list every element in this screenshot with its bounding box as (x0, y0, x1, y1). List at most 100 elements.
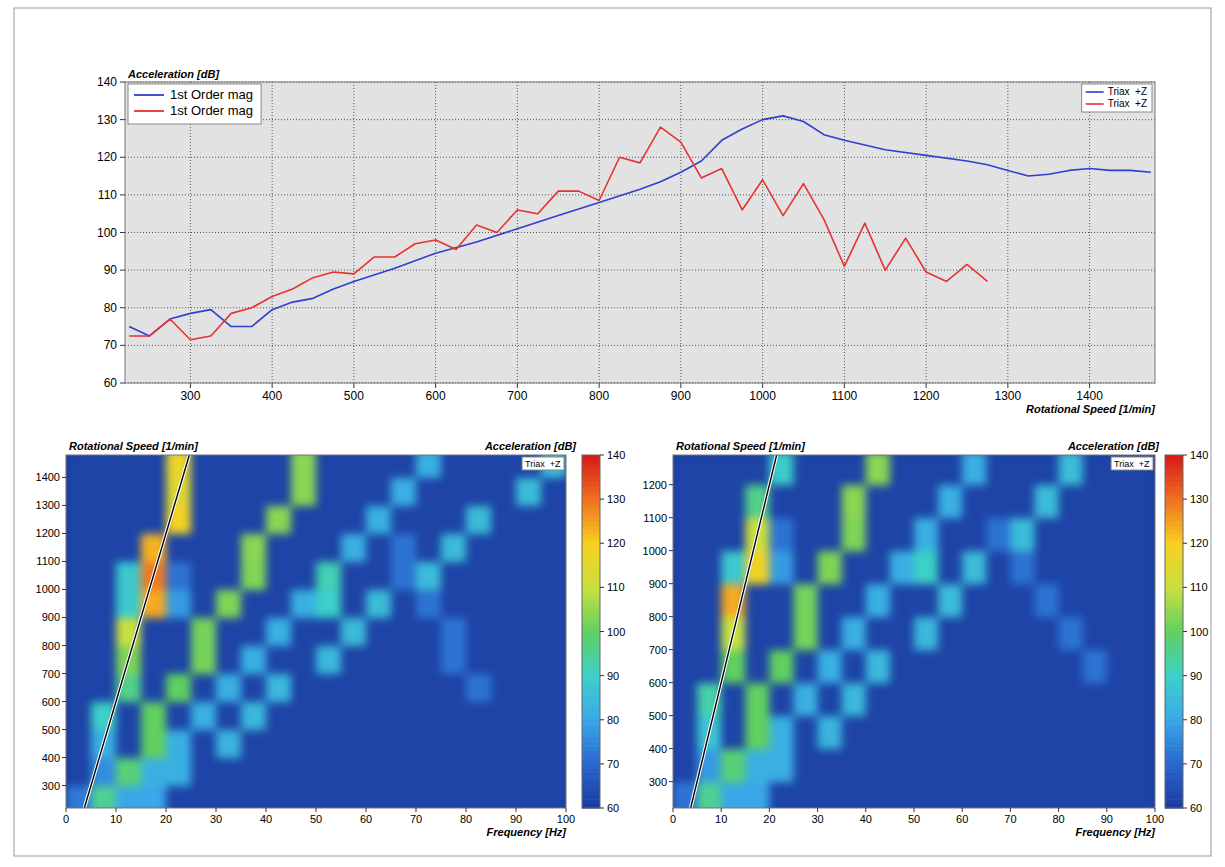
tick-mark (669, 517, 673, 518)
heatmap-cell (91, 674, 117, 703)
heatmap-cell (391, 505, 417, 534)
tick-mark (669, 781, 673, 782)
tick-mark (1183, 631, 1187, 632)
colorbar-step (1165, 632, 1183, 637)
heatmap-cell (191, 589, 217, 618)
heatmap-cell (1010, 749, 1035, 782)
colorbar-step (1165, 773, 1183, 778)
page-frame (14, 8, 1211, 856)
tick-mark (669, 616, 673, 617)
heatmap-cell (842, 485, 867, 518)
colorbar-step (1165, 671, 1183, 676)
heatmap-cell (890, 716, 915, 749)
heatmap-cell (794, 716, 819, 749)
heatmap-cell (316, 702, 342, 731)
y-tick-label: 90 (104, 263, 118, 277)
heatmap-cell (1035, 683, 1060, 716)
x-axis-title: Frequency [Hz] (1076, 826, 1156, 838)
heatmap-cell (241, 533, 267, 562)
colorbar-step (582, 671, 600, 676)
heatmap-cell (986, 650, 1011, 683)
heatmap-cell (673, 716, 698, 749)
heatmap-cell (91, 505, 117, 534)
colorbar-step (582, 468, 600, 473)
colorbar-step (582, 759, 600, 764)
heatmap-cell (466, 758, 492, 787)
heatmap-cell (441, 674, 467, 703)
heatmap-cell (316, 561, 342, 590)
y-tick-label: 500 (649, 710, 667, 722)
colorbar-step (1165, 468, 1183, 473)
tick-mark (516, 808, 517, 812)
colorbar-tick-label: 60 (607, 802, 619, 814)
cursor-halo (84, 455, 189, 808)
cells-clip (673, 455, 1155, 808)
colorbar-tick-label: 70 (1190, 758, 1202, 770)
heatmap-cell (91, 455, 117, 478)
heatmap-cell (116, 533, 142, 562)
heatmap-cell (266, 617, 292, 646)
cells-clip (66, 455, 566, 808)
heatmap-cell (241, 617, 267, 646)
heatmap-cell (938, 749, 963, 782)
tick-mark (669, 550, 673, 551)
heatmap-cell (938, 485, 963, 518)
legend-box (522, 457, 564, 470)
heatmap-cell (416, 646, 442, 675)
colorbar-step (582, 499, 600, 504)
x-tick-label: 10 (715, 813, 727, 825)
heatmap-cell (1107, 617, 1132, 650)
heatmap-cell (366, 617, 392, 646)
colorbar-tick-label: 90 (1190, 670, 1202, 682)
tick-mark (62, 729, 66, 730)
x-tick-label: 30 (811, 813, 823, 825)
heatmap-cell (66, 758, 92, 787)
heatmap-cell (986, 617, 1011, 650)
heatmap-cell (938, 650, 963, 683)
heatmap-cell (241, 477, 267, 506)
colorbar-step (582, 614, 600, 619)
heatmap-cell (890, 485, 915, 518)
heatmap-cell (416, 455, 442, 478)
heatmap-cell (166, 589, 192, 618)
heatmap-cell (818, 485, 843, 518)
grid-line (1007, 82, 1008, 383)
tick-mark (466, 808, 467, 812)
heatmap-cell (794, 551, 819, 584)
heatmap-cell (818, 650, 843, 683)
colorbar-step (582, 799, 600, 804)
colorbar-title: Acceleration [dB] (1067, 440, 1159, 452)
heatmap-cell (341, 589, 367, 618)
colorbar-step (1165, 464, 1183, 469)
colorbar-step (582, 667, 600, 672)
colorbar-step (1165, 570, 1183, 575)
colorbar-tick-label: 60 (1190, 802, 1202, 814)
colorbar-step (1165, 592, 1183, 597)
heatmap-cell (466, 505, 492, 534)
colorbar-step (582, 587, 600, 592)
heatmap-cell (216, 455, 242, 478)
tick-mark (316, 808, 317, 812)
heatmap-cell (842, 716, 867, 749)
heatmap-cell (890, 650, 915, 683)
legend-swatch (1086, 91, 1104, 93)
heatmap-cell (1107, 749, 1132, 782)
y-tick-label: 130 (97, 113, 117, 127)
heatmap-cell (366, 730, 392, 759)
heatmap-cell (341, 455, 367, 478)
heatmap-cell (794, 617, 819, 650)
heatmap-cell (441, 455, 467, 478)
tick-mark (600, 455, 604, 456)
colorbar-step (1165, 587, 1183, 592)
heatmap-cell (769, 551, 794, 584)
colorbar-tick-label: 120 (1190, 537, 1208, 549)
heatmap-cell (241, 758, 267, 787)
heatmap-cell (516, 786, 542, 808)
colorbar-step (582, 654, 600, 659)
heatmap-cell (391, 646, 417, 675)
heatmap-cell (116, 589, 142, 618)
colorbar-step (582, 658, 600, 663)
heatmap-cell (316, 589, 342, 618)
colorbar-step (1165, 596, 1183, 601)
colorbar-step (1165, 565, 1183, 570)
